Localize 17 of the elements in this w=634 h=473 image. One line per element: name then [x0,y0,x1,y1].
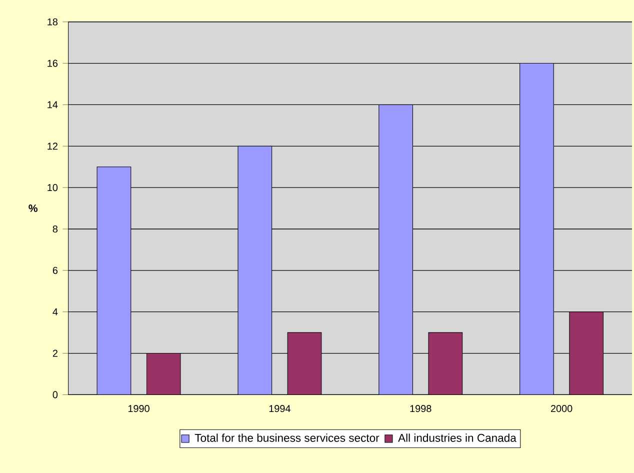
y-tick-label: 2 [52,350,58,357]
y-tick-label: 16 [48,60,58,67]
y-tick-label: 8 [52,225,58,232]
legend-label: All industries in Canada [398,433,516,442]
y-axis-title: % [28,204,38,212]
legend-label: Total for the business services sector [194,433,380,442]
y-tick-label: 4 [52,308,58,316]
y-tick-label: 18 [48,18,58,26]
y-tick-label: 12 [48,142,58,150]
y-tick-label: 6 [52,266,58,274]
y-tick-label: 0 [52,391,58,398]
y-tick-label: 14 [48,101,58,108]
x-tick-label: 1998 [410,404,432,412]
x-tick-label: 1994 [269,404,290,412]
x-tick-label: 1990 [128,404,150,412]
x-tick-label: 2000 [550,404,572,412]
y-tick-label: 10 [48,184,58,191]
